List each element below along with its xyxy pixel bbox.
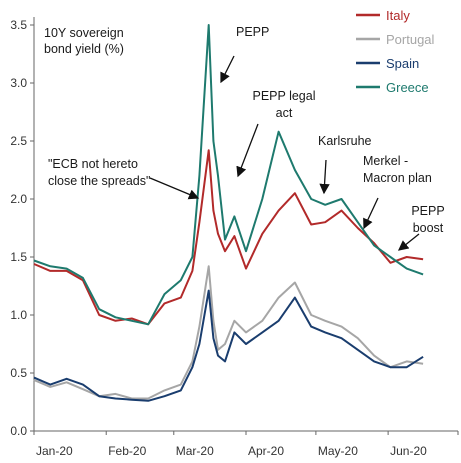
series-line-spain [33,289,424,402]
annotation-label: PEPP [411,204,444,218]
y-tick-label: 2.0 [10,192,27,206]
annotation-label: Merkel - [363,154,408,168]
annotation-label: PEPP legal [252,89,315,103]
y-tick-label: 0.0 [10,424,27,438]
axes: 0.0 0.5 1.0 1.5 2.0 2.5 3.0 3.5 Jan-20 Feb-20 Mar-… [10,17,459,458]
annotation-arrow [149,177,200,200]
legend-item-label: Portugal [386,32,435,47]
annotation-arrow [397,233,420,251]
annotation-arrow [363,197,379,230]
legend-item-label: Spain [386,56,419,71]
annotation-label: Macron plan [363,171,432,185]
annotation-label: "ECB not hereto [48,157,138,171]
series-line-portugal [33,265,424,400]
annotation-arrow [220,55,235,84]
y-axis-label-line: bond yield (%) [44,42,124,56]
legend: Italy Portugal Spain Greece [356,8,435,95]
x-tick-label: Jan-20 [36,444,73,458]
x-tick-label: Apr-20 [248,444,284,458]
series-lines [33,24,424,402]
annotation-label: act [276,106,293,120]
y-tick-label: 1.0 [10,308,27,322]
annotation-arrow [319,159,330,195]
series-line-greece [33,24,424,326]
x-tick-label: Jun-20 [390,444,427,458]
legend-item-label: Italy [386,8,410,23]
y-tick-label: 0.5 [10,366,27,380]
annotation-label: close the spreads" [48,174,150,188]
y-tick-label: 3.0 [10,76,27,90]
y-tick-label: 2.5 [10,134,27,148]
x-tick-label: May-20 [318,444,358,458]
legend-item-label: Greece [386,80,429,95]
annotations: "ECB not hereto close the spreads" PEPP PEP… [48,25,445,251]
y-axis-label-line: 10Y sovereign [44,26,124,40]
y-axis-label: 10Y sovereign bond yield (%) [44,26,124,56]
x-tick-label: Feb-20 [108,444,146,458]
x-tick-label: Mar-20 [176,444,214,458]
y-tick-label: 3.5 [10,18,27,32]
annotation-label: boost [413,221,444,235]
annotation-arrow [236,123,259,178]
annotation-label: PEPP [236,25,269,39]
y-tick-label: 1.5 [10,250,27,264]
series-line-italy [33,149,424,326]
annotation-label: Karlsruhe [318,134,372,148]
